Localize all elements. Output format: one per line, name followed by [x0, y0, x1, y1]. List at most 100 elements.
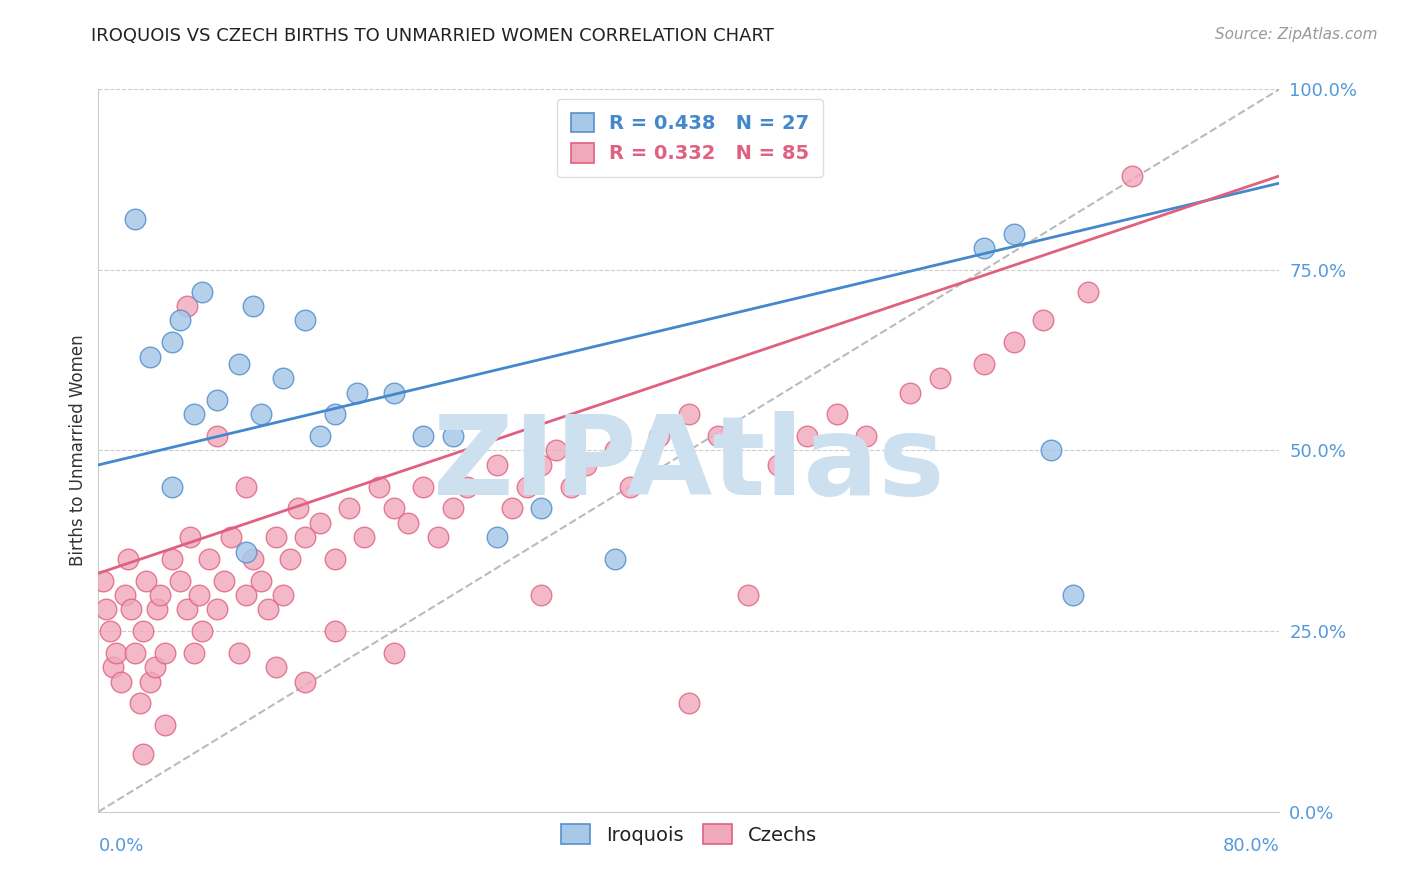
- Point: [441, 429, 464, 443]
- Point: [228, 646, 250, 660]
- Point: [176, 602, 198, 616]
- Point: [323, 551, 346, 566]
- Point: [294, 530, 316, 544]
- Point: [457, 480, 479, 494]
- Point: [128, 696, 150, 710]
- Point: [139, 674, 162, 689]
- Point: [678, 407, 700, 421]
- Point: [242, 299, 264, 313]
- Point: [271, 588, 294, 602]
- Point: [294, 674, 316, 689]
- Point: [105, 646, 128, 660]
- Point: [228, 357, 250, 371]
- Point: [530, 588, 553, 602]
- Point: [973, 241, 995, 255]
- Point: [146, 602, 169, 616]
- Point: [120, 602, 142, 616]
- Point: [900, 385, 922, 400]
- Point: [309, 516, 332, 530]
- Point: [707, 429, 730, 443]
- Point: [1002, 227, 1025, 241]
- Point: [973, 357, 995, 371]
- Point: [339, 501, 361, 516]
- Point: [737, 588, 759, 602]
- Point: [114, 588, 136, 602]
- Point: [135, 574, 157, 588]
- Point: [382, 646, 405, 660]
- Point: [427, 530, 450, 544]
- Point: [516, 480, 538, 494]
- Point: [648, 429, 671, 443]
- Point: [412, 429, 434, 443]
- Text: IROQUOIS VS CZECH BIRTHS TO UNMARRIED WOMEN CORRELATION CHART: IROQUOIS VS CZECH BIRTHS TO UNMARRIED WO…: [91, 27, 775, 45]
- Point: [441, 501, 464, 516]
- Point: [110, 674, 132, 689]
- Point: [309, 429, 332, 443]
- Point: [264, 530, 287, 544]
- Point: [176, 299, 198, 313]
- Point: [605, 443, 627, 458]
- Point: [368, 480, 391, 494]
- Point: [162, 480, 183, 494]
- Point: [250, 574, 273, 588]
- Point: [205, 602, 228, 616]
- Point: [257, 602, 280, 616]
- Point: [124, 646, 146, 660]
- Point: [1077, 285, 1099, 299]
- Point: [619, 480, 641, 494]
- Point: [205, 429, 228, 443]
- Point: [149, 588, 172, 602]
- Point: [250, 407, 273, 421]
- Point: [187, 588, 209, 602]
- Point: [153, 718, 176, 732]
- Point: [205, 392, 228, 407]
- Point: [287, 501, 309, 516]
- Point: [162, 551, 183, 566]
- Point: [929, 371, 952, 385]
- Point: [198, 551, 221, 566]
- Point: [825, 407, 848, 421]
- Point: [486, 458, 509, 472]
- Point: [530, 501, 553, 516]
- Point: [501, 501, 523, 516]
- Point: [169, 574, 191, 588]
- Text: Source: ZipAtlas.com: Source: ZipAtlas.com: [1215, 27, 1378, 42]
- Point: [221, 530, 243, 544]
- Point: [382, 385, 405, 400]
- Point: [271, 371, 294, 385]
- Point: [91, 574, 114, 588]
- Legend: Iroquois, Czechs: Iroquois, Czechs: [554, 816, 824, 853]
- Point: [766, 458, 789, 472]
- Point: [242, 551, 264, 566]
- Point: [1032, 313, 1054, 327]
- Point: [94, 602, 117, 616]
- Point: [294, 313, 316, 327]
- Point: [323, 407, 346, 421]
- Point: [530, 458, 553, 472]
- Point: [103, 660, 125, 674]
- Point: [855, 429, 877, 443]
- Point: [132, 624, 155, 639]
- Point: [412, 480, 434, 494]
- Point: [605, 551, 627, 566]
- Point: [153, 646, 176, 660]
- Y-axis label: Births to Unmarried Women: Births to Unmarried Women: [69, 334, 87, 566]
- Point: [191, 624, 214, 639]
- Point: [212, 574, 235, 588]
- Point: [169, 313, 191, 327]
- Point: [398, 516, 420, 530]
- Text: ZIPAtlas: ZIPAtlas: [433, 411, 945, 518]
- Point: [560, 480, 582, 494]
- Point: [678, 696, 700, 710]
- Text: 80.0%: 80.0%: [1223, 837, 1279, 855]
- Point: [117, 551, 139, 566]
- Point: [132, 747, 155, 761]
- Point: [98, 624, 121, 639]
- Point: [1062, 588, 1084, 602]
- Point: [235, 544, 257, 558]
- Point: [1121, 169, 1143, 183]
- Point: [179, 530, 201, 544]
- Point: [162, 334, 183, 349]
- Point: [382, 501, 405, 516]
- Point: [353, 530, 375, 544]
